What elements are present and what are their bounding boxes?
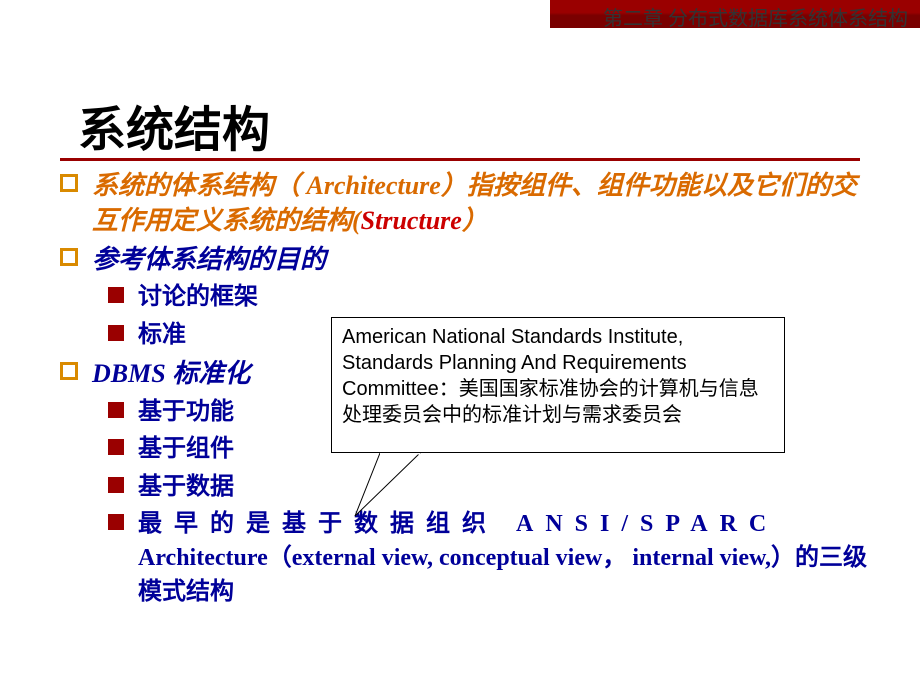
filled-bullet-icon: [108, 287, 124, 303]
sub-bullet-ansi-sparc: 最早的是基于数据组织 ANSI/SPARC Architecture（exter…: [60, 508, 870, 609]
sub-bullet-text: 标准: [138, 319, 186, 353]
text-segment: Architecture: [307, 171, 441, 200]
text-segment: ）: [462, 206, 488, 235]
filled-bullet-icon: [108, 439, 124, 455]
title-underline: [60, 158, 860, 161]
sub-bullet-text: 最早的是基于数据组织 ANSI/SPARC Architecture（exter…: [138, 508, 870, 609]
sub-bullet-text: 基于数据: [138, 471, 234, 505]
filled-bullet-icon: [108, 325, 124, 341]
bullet-architecture: 系统的体系结构（ Architecture）指按组件、组件功能以及它们的交互作用…: [60, 168, 870, 238]
filled-bullet-icon: [108, 402, 124, 418]
hollow-bullet-icon: [60, 362, 78, 380]
bullet-text: DBMS 标准化: [92, 356, 250, 391]
chapter-heading: 第二章 分布式数据库系统体系结构: [603, 2, 908, 31]
bullet-text: 参考体系结构的目的: [92, 242, 326, 277]
text-line: Architecture（external view, conceptual v…: [138, 542, 870, 609]
sub-bullet-framework: 讨论的框架: [60, 281, 870, 315]
sub-bullet-data: 基于数据: [60, 471, 870, 505]
slide-title: 系统结构: [78, 90, 270, 160]
bullet-text: 系统的体系结构（ Architecture）指按组件、组件功能以及它们的交互作用…: [92, 168, 870, 238]
justified-line: 最早的是基于数据组织 ANSI/SPARC: [138, 508, 870, 542]
sub-bullet-text: 基于组件: [138, 433, 234, 467]
bullet-purpose: 参考体系结构的目的: [60, 242, 870, 277]
callout-tail-icon: [350, 451, 440, 521]
text-segment: 系统的体系结构（: [92, 171, 307, 200]
hollow-bullet-icon: [60, 248, 78, 266]
filled-bullet-icon: [108, 514, 124, 530]
filled-bullet-icon: [108, 477, 124, 493]
hollow-bullet-icon: [60, 174, 78, 192]
sub-bullet-text: 基于功能: [138, 396, 234, 430]
callout-box: American National Standards Institute, S…: [331, 317, 785, 453]
text-segment: Structure: [361, 206, 462, 235]
sub-bullet-text: 讨论的框架: [138, 281, 258, 315]
